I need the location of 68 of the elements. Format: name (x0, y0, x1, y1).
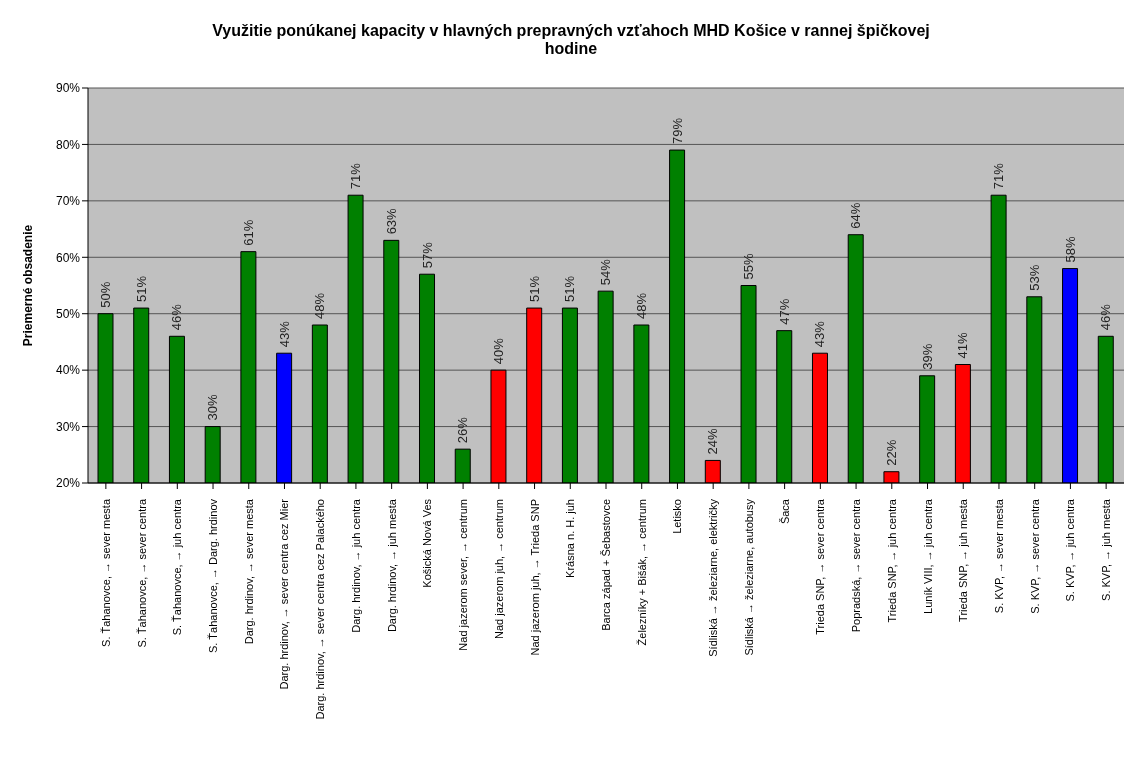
x-tick-label: S. Ťahanovce, → sever mesta (99, 498, 112, 647)
x-tick-label: Letisko (671, 499, 684, 534)
data-label: 46% (1098, 303, 1114, 331)
data-label: 58% (1062, 236, 1078, 263)
x-tick-label: S. Ťahanovce, → juh centra (171, 498, 184, 636)
data-label: 63% (383, 207, 399, 235)
y-tick-label: 60% (55, 250, 81, 265)
data-label: 51% (133, 275, 149, 303)
x-tick-label: Sídliská → železiarne, autobusy (742, 498, 755, 656)
data-label: 41% (955, 332, 971, 359)
y-tick-label: 90% (55, 81, 81, 96)
data-label: 79% (669, 117, 685, 145)
x-tick-label: Nad jazerom juh, → centrum (492, 499, 505, 639)
y-tick-label: 70% (55, 194, 81, 209)
x-tick-label: Krásna n. H. juh (564, 499, 577, 578)
data-label: 39% (919, 343, 935, 370)
data-label: 43% (812, 320, 828, 348)
data-label: 53% (1026, 264, 1042, 291)
data-label: 22% (883, 439, 899, 466)
x-tick-label: Trieda SNP, → sever centra (814, 498, 827, 635)
x-tick-label: Barca západ + Šebastovce (600, 499, 612, 631)
x-tick-label: Železníky + Bišák, → centrum (635, 499, 648, 646)
data-label: 71% (991, 162, 1007, 190)
y-tick-label: 20% (55, 476, 81, 491)
x-tick-label: Popradská, → sever centra (850, 498, 863, 633)
x-tick-label: Luník VIII, → juh centra (921, 498, 934, 614)
x-tick-label: Trieda SNP, → juh centra (885, 498, 898, 623)
x-tick-label: Trieda SNP, → juh mesta (957, 498, 970, 622)
data-label: 55% (741, 253, 757, 280)
x-tick-label: Darg. hrdinov, → sever centra cez Mier (278, 498, 291, 690)
data-label: 47% (776, 298, 792, 325)
data-label: 57% (419, 241, 435, 269)
x-tick-label: Darg. hrdinov, → sever centra cez Palackého (314, 499, 327, 720)
data-label: 50% (98, 281, 113, 308)
data-label: 26% (455, 416, 471, 444)
x-tick-label: S. KVP, → juh centra (1064, 498, 1077, 602)
x-tick-label: S. KVP, → juh mesta (1100, 498, 1113, 601)
data-label: 30% (205, 394, 221, 421)
x-tick-label: S. Ťahanovce, → Darg. hrdinov (207, 498, 220, 654)
chart-title: Využitie ponúkanej kapacity v hlavných prepravných vzťahoch MHD Košice v rannej špičkovej hodine (211, 21, 931, 58)
x-tick-label: S. Ťahanovce, → sever centra (135, 498, 148, 648)
y-axis-title: Priemerné obsadenie (21, 224, 36, 347)
x-tick-label: Darg. hrdinov, → juh centra (349, 498, 362, 633)
x-tick-label: Darg. hrdinov, → juh mesta (385, 498, 398, 633)
data-label: 46% (169, 303, 185, 331)
data-label: 71% (348, 162, 364, 190)
data-label: 54% (598, 258, 614, 286)
x-tick-label: Košická Nová Ves (421, 498, 434, 588)
x-tick-label: Nad jazerom sever, → centrum (457, 499, 470, 651)
x-tick-label: Šaca (778, 498, 791, 525)
y-tick-label: 40% (55, 363, 81, 378)
data-label: 48% (633, 292, 649, 319)
data-label: 61% (240, 219, 256, 246)
data-label: 51% (526, 275, 542, 303)
y-tick-label: 80% (55, 137, 81, 152)
x-tick-label: Darg. hrdinov, → sever mesta (242, 498, 255, 645)
x-tick-label: S. KVP, → sever mesta (992, 498, 1005, 614)
data-label: 40% (490, 337, 506, 365)
x-tick-label: S. KVP, → sever centra (1028, 498, 1041, 614)
x-tick-label: Nad jazerom juh, → Trieda SNP (528, 499, 541, 656)
data-label: 51% (562, 275, 578, 303)
data-label: 48% (312, 292, 328, 319)
data-label: 64% (848, 202, 864, 229)
y-tick-label: 50% (55, 306, 81, 321)
y-tick-label: 30% (55, 419, 81, 434)
data-label: 24% (705, 427, 721, 455)
data-label: 43% (276, 320, 292, 348)
x-tick-label: Sídliská → železiarne, električky (707, 498, 720, 657)
